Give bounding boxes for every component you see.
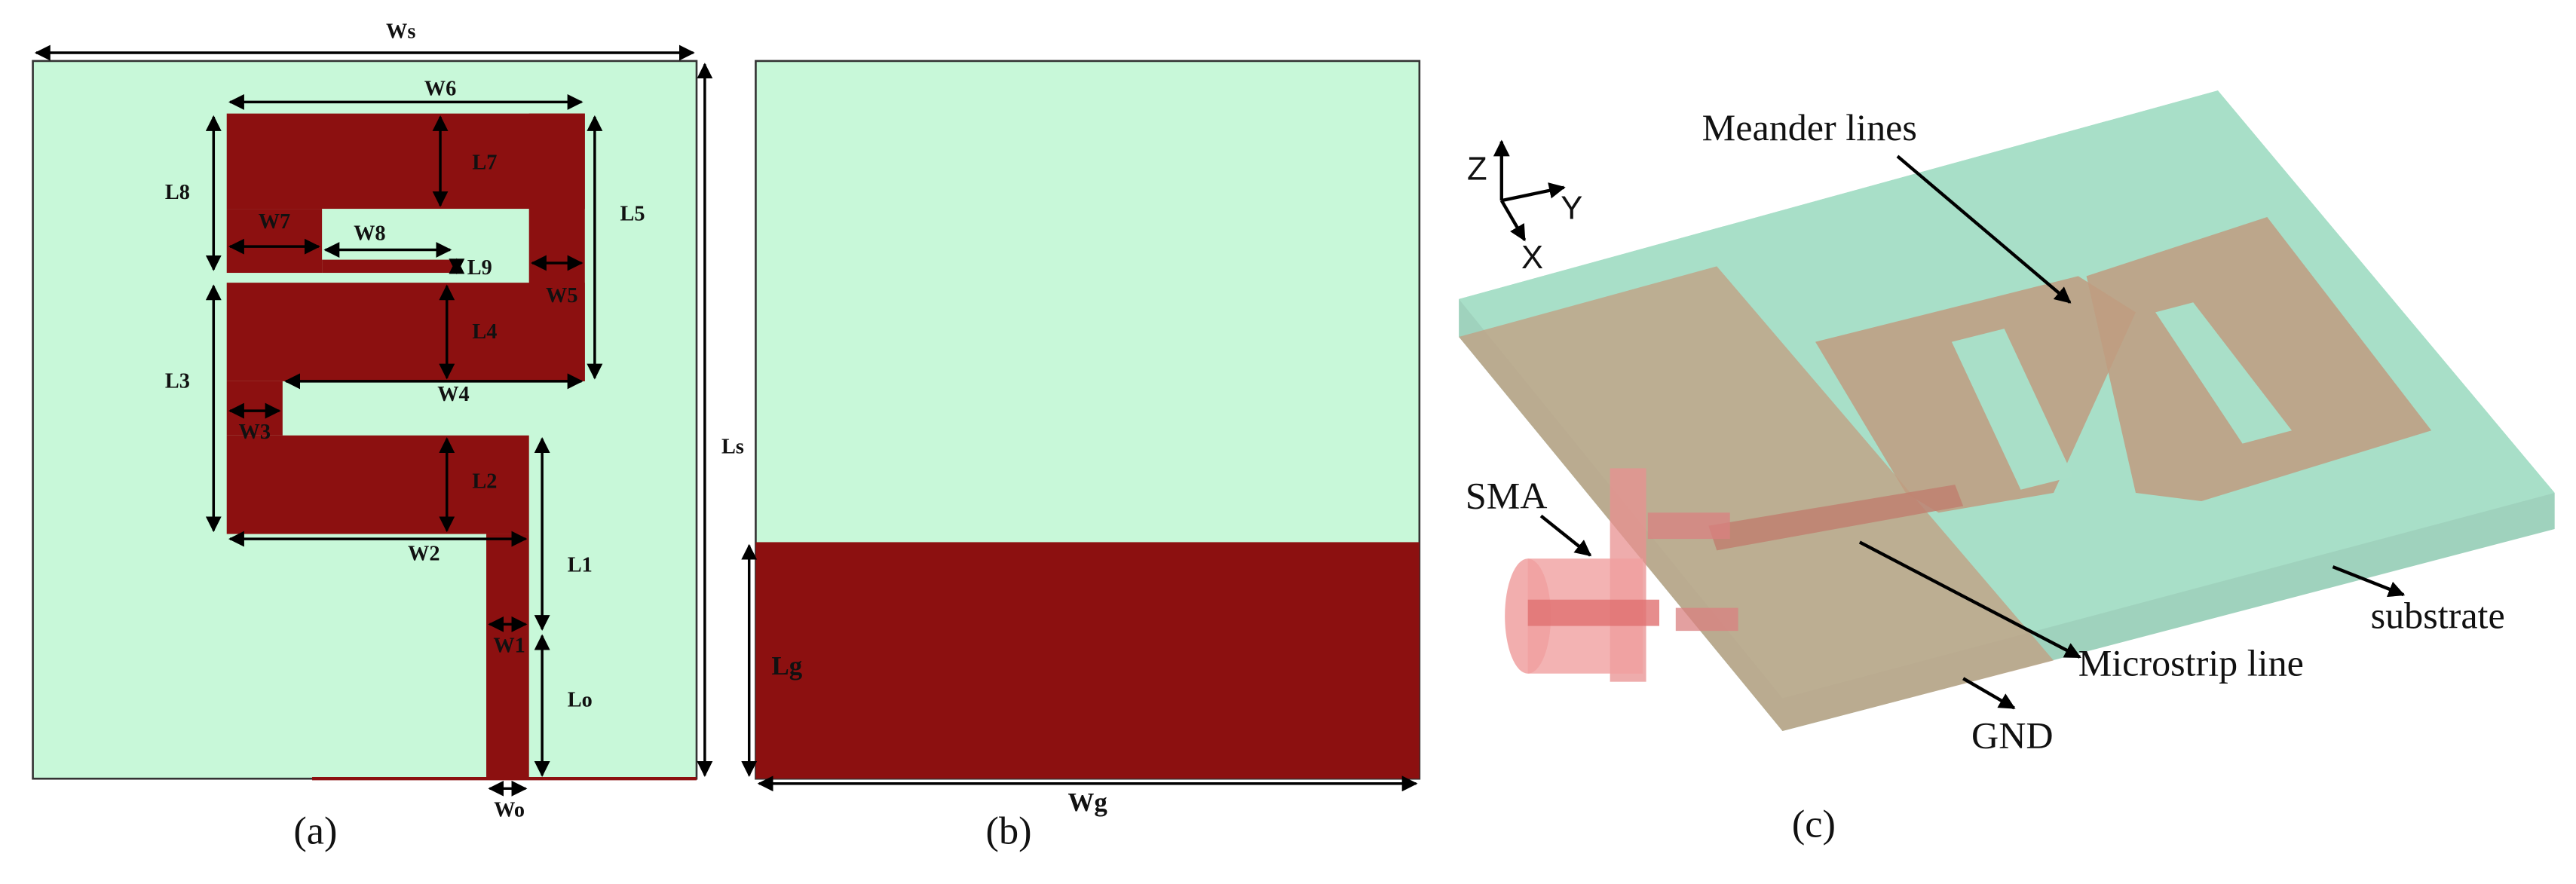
- label: W4: [437, 383, 469, 406]
- callout-arrow: [1962, 677, 2016, 710]
- callout-arrow: [1896, 154, 2072, 304]
- meander: [2086, 216, 2432, 501]
- microstrip: [1708, 485, 1964, 551]
- label: W1: [493, 634, 525, 657]
- label: W7: [259, 210, 290, 234]
- label: Wg: [1067, 788, 1107, 817]
- label: L3: [165, 370, 190, 393]
- callout: SMA: [1466, 474, 1548, 516]
- panel-a: Ws W6 L7 L8 W7 W8 L9 L5 W5 L4 L3 W4 W3 L…: [32, 20, 744, 852]
- label: W8: [354, 222, 385, 245]
- caption: (b): [986, 809, 1032, 852]
- label: L8: [165, 181, 190, 204]
- axis-arrow: [1501, 182, 1566, 203]
- patch: [226, 113, 585, 210]
- caption: (c): [1792, 803, 1836, 846]
- slot: [2155, 302, 2292, 444]
- label: W6: [424, 78, 456, 101]
- callout-arrow: [1858, 540, 2081, 659]
- callout-arrow: [2332, 565, 2406, 598]
- caption: (a): [293, 809, 337, 852]
- label: L1: [568, 554, 593, 577]
- ground-plane: [1459, 266, 2054, 732]
- label: Ls: [721, 436, 744, 459]
- patch: [322, 259, 454, 274]
- axis-label: X: [1521, 240, 1543, 276]
- feed: [486, 534, 529, 779]
- slot: [1951, 329, 2074, 490]
- label: Lo: [568, 688, 593, 711]
- axis-arrow: [1499, 200, 1527, 242]
- label: L2: [472, 470, 497, 493]
- label: W3: [239, 421, 271, 444]
- axis-label: Z: [1467, 151, 1487, 187]
- callout: Microstrip line: [2078, 642, 2304, 684]
- label: W5: [546, 284, 577, 307]
- axis-label: Y: [1561, 191, 1582, 227]
- label: Ws: [386, 20, 415, 43]
- callout: Meander lines: [1702, 106, 1917, 148]
- label: L4: [472, 320, 497, 344]
- label: L7: [472, 151, 497, 175]
- panel-c: Z Y X Meander lines SMA substrate Micros…: [1459, 90, 2555, 846]
- sma-pin: [1675, 607, 1738, 632]
- label: Lg: [771, 651, 802, 681]
- ground-plane: [755, 542, 1420, 779]
- panel-b: Lg Wg (b): [741, 60, 1421, 852]
- callout: GND: [1971, 714, 2054, 756]
- label: L5: [620, 202, 645, 225]
- sma-pin: [1647, 512, 1730, 540]
- patch: [226, 283, 585, 381]
- label: W2: [408, 542, 440, 565]
- callout-arrow: [1539, 514, 1592, 557]
- sma-core: [1527, 599, 1660, 626]
- patch: [226, 435, 529, 534]
- label: Wo: [494, 798, 525, 821]
- callout: substrate: [2371, 594, 2505, 636]
- label: L9: [467, 256, 492, 280]
